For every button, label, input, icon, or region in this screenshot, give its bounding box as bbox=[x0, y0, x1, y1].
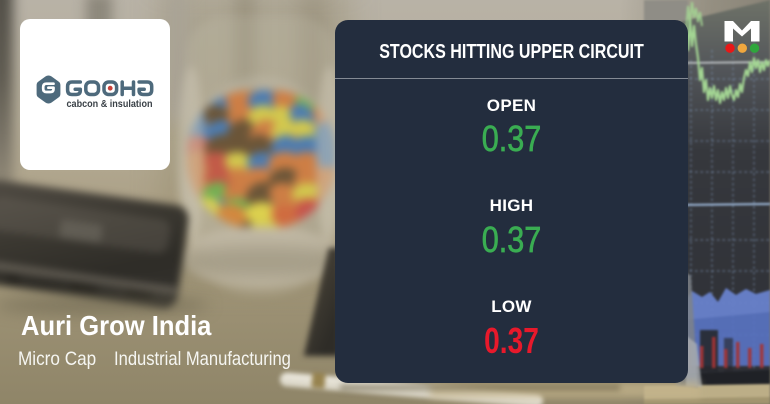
svg-text:cabcon & insulation: cabcon & insulation bbox=[67, 98, 153, 110]
